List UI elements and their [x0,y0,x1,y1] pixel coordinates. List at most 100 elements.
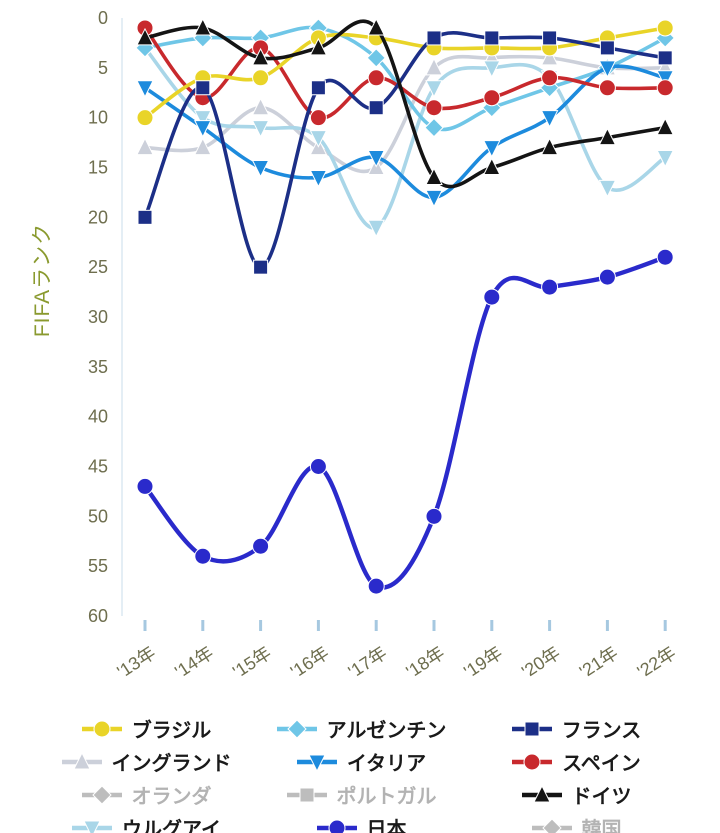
data-point-marker[interactable] [425,507,443,525]
data-point-marker[interactable] [193,110,212,128]
data-point-marker[interactable] [540,110,559,128]
data-point-marker[interactable] [193,137,212,156]
legend-item-6[interactable]: スペイン [468,747,683,776]
data-point-marker[interactable] [656,117,675,136]
data-point-marker[interactable] [656,19,674,37]
legend-label: 日本 [366,819,407,833]
data-point-marker[interactable] [368,100,384,116]
data-point-marker[interactable] [253,259,269,275]
legend-item-7[interactable]: オランダ [38,780,253,809]
data-point-marker[interactable] [367,17,386,36]
series-line[interactable] [136,248,674,595]
data-point-marker[interactable] [541,69,559,87]
data-point-marker[interactable] [366,48,386,68]
series-line[interactable] [136,19,674,127]
data-point-marker[interactable] [136,477,154,495]
data-point-marker[interactable] [136,137,154,156]
series-line[interactable] [136,19,674,127]
data-point-marker[interactable] [309,169,328,188]
data-point-marker[interactable] [252,69,270,87]
legend-item-11[interactable]: 日本 [253,813,468,833]
data-point-marker[interactable] [252,537,270,555]
x-axis-tick-label: '21年 [576,643,622,682]
y-axis-tick-label: 20 [88,207,108,227]
data-point-marker[interactable] [137,209,153,225]
data-point-marker[interactable] [367,577,385,595]
data-point-marker[interactable] [136,27,154,46]
data-point-marker[interactable] [367,219,386,238]
chart-canvas[interactable]: 0 5 10 15 20 25 30 35 40 45 50 55 60 '13年 '14年 '15年 '16年… [0,0,720,700]
data-point-marker[interactable] [426,30,442,46]
data-point-marker[interactable] [483,288,501,306]
legend-item-9[interactable]: ドイツ [468,780,683,809]
data-point-marker[interactable] [425,57,443,76]
legend-item-4[interactable]: イングランド [38,747,253,776]
data-point-marker[interactable] [598,179,617,198]
data-point-marker[interactable] [251,97,270,116]
data-point-marker[interactable] [540,47,559,66]
data-point-marker[interactable] [657,50,673,66]
legend-marker-diamond-icon [276,718,317,739]
legend-item-1[interactable]: ブラジル [38,714,253,743]
data-point-marker[interactable] [656,248,674,266]
data-point-marker[interactable] [425,167,443,185]
series-line[interactable] [137,30,673,275]
data-point-marker[interactable] [367,69,385,87]
data-point-marker[interactable] [425,80,443,98]
data-point-marker[interactable] [598,127,617,146]
legend-item-5[interactable]: イタリア [253,747,468,776]
data-point-marker[interactable] [656,150,675,168]
data-point-marker[interactable] [195,80,211,96]
data-point-marker[interactable] [484,30,500,46]
x-axis-tick-label: '22年 [634,643,680,682]
legend-label: ポルトガル [336,786,437,808]
data-point-marker[interactable] [656,79,674,97]
series-line[interactable] [136,17,675,189]
data-point-marker[interactable] [309,130,328,148]
data-point-marker[interactable] [599,40,615,56]
x-axis-tick-label: '13年 [114,643,160,682]
data-point-marker[interactable] [540,137,559,156]
legend-item-3[interactable]: フランス [468,714,683,743]
data-point-marker[interactable] [425,189,443,208]
data-point-marker[interactable] [482,140,501,158]
data-point-marker[interactable] [425,99,443,117]
legend-marker-diamond-icon [81,784,122,805]
legend-marker-circle-icon [81,720,122,737]
legend-item-8[interactable]: ポルトガル [253,780,468,809]
data-point-marker[interactable] [541,278,559,296]
data-point-marker[interactable] [483,89,501,107]
legend-item-10[interactable]: ウルグアイ [38,813,253,833]
series-line[interactable] [136,60,675,208]
legend-item-2[interactable]: アルゼンチン [253,714,468,743]
data-point-marker[interactable] [194,547,212,565]
data-point-marker[interactable] [598,60,617,78]
y-axis-tick-label: 50 [88,506,108,526]
chart-area: FIFAランク 0 5 10 15 20 25 30 35 40 45 50 55 60 '13年 '14年… [0,0,720,700]
data-point-marker[interactable] [542,30,558,46]
data-point-marker[interactable] [136,80,154,98]
data-point-marker[interactable] [251,47,270,66]
data-point-marker[interactable] [310,80,326,96]
data-point-marker[interactable] [367,150,386,168]
legend-label: 韓国 [581,819,622,833]
data-point-marker[interactable] [656,70,675,88]
data-point-marker[interactable] [598,268,616,286]
data-point-marker[interactable] [309,458,327,475]
data-point-marker[interactable] [251,160,270,178]
data-point-marker[interactable] [424,117,444,138]
series-line[interactable] [136,47,675,175]
legend-label: イタリア [346,753,427,775]
legend-label: アルゼンチン [326,720,447,742]
data-point-marker[interactable] [598,79,616,97]
data-point-marker[interactable] [309,37,328,56]
data-point-marker[interactable] [193,120,212,138]
data-point-marker[interactable] [193,17,212,36]
data-point-marker[interactable] [309,109,327,127]
data-point-marker[interactable] [482,60,501,78]
data-point-marker[interactable] [482,157,501,175]
data-point-marker[interactable] [136,109,154,127]
data-point-marker[interactable] [251,120,270,138]
legend-item-12[interactable]: 韓国 [468,813,683,833]
legend-marker-circle-icon [316,819,357,833]
